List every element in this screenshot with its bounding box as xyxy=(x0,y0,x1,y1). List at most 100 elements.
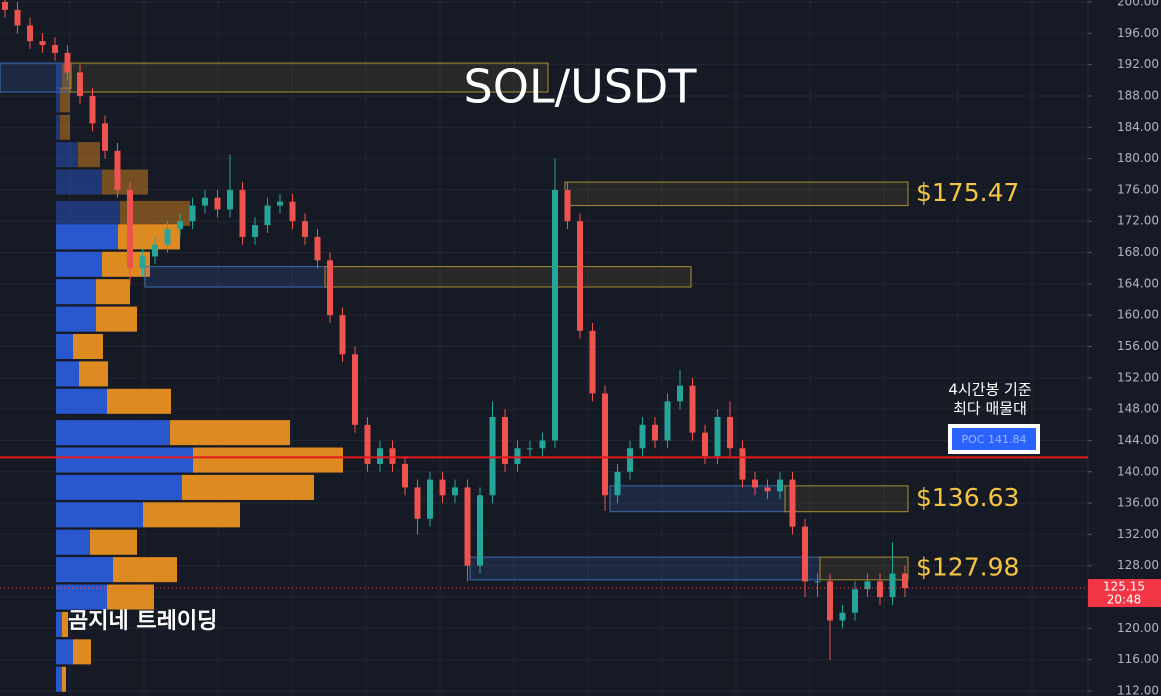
candle-body xyxy=(764,487,771,492)
candle-body xyxy=(602,393,608,496)
profile-sell xyxy=(193,447,343,473)
profile-buy xyxy=(56,447,193,473)
candle-body xyxy=(439,479,446,496)
candle-body xyxy=(77,72,83,96)
y-tick-label: 136.00 xyxy=(1117,496,1159,510)
candle-body xyxy=(839,612,846,621)
candle-body xyxy=(739,448,746,480)
profile-sell xyxy=(96,306,137,332)
candle-body xyxy=(477,495,483,566)
y-tick-label: 140.00 xyxy=(1117,464,1159,478)
candle-body xyxy=(64,52,71,73)
candle-body xyxy=(752,479,758,488)
candle-body xyxy=(427,479,433,519)
profile-sell xyxy=(96,279,130,305)
zone-gold xyxy=(324,266,692,288)
candle-body xyxy=(827,581,833,621)
profile-buy xyxy=(56,333,73,360)
profile-sell xyxy=(170,420,290,446)
candle-body xyxy=(889,573,896,598)
candle-body xyxy=(414,487,421,519)
candle-body xyxy=(277,201,283,206)
candle-body xyxy=(239,189,246,237)
candle-body xyxy=(864,581,871,590)
y-tick-label: 160.00 xyxy=(1117,308,1159,322)
zone-blue xyxy=(609,485,786,513)
volume-profile xyxy=(56,63,343,692)
candle-body xyxy=(802,526,808,582)
candle-body xyxy=(452,487,458,496)
y-tick-label: 132.00 xyxy=(1117,527,1159,541)
zone-blue xyxy=(469,556,821,581)
profile-buy xyxy=(56,666,62,692)
profile-buy xyxy=(56,142,78,168)
candle-body xyxy=(702,432,708,457)
candle-body xyxy=(364,424,371,464)
y-tick-label: 176.00 xyxy=(1117,182,1159,196)
candle-body xyxy=(614,471,621,496)
candle-body xyxy=(639,424,646,449)
poc-note: 4시간봉 기준 xyxy=(948,381,1032,399)
profile-sell xyxy=(73,333,103,360)
candle-body xyxy=(14,9,21,26)
candle-body xyxy=(789,479,796,527)
y-tick-label: 120.00 xyxy=(1117,621,1159,635)
y-tick-label: 156.00 xyxy=(1117,339,1159,353)
candle-body xyxy=(577,221,583,331)
poc-label: POC 141.84 xyxy=(962,433,1027,446)
zone-blue xyxy=(0,62,71,93)
candle-body xyxy=(214,197,221,210)
profile-buy xyxy=(56,87,60,113)
candle-body xyxy=(39,41,46,46)
profile-buy xyxy=(56,502,143,528)
y-tick-label: 148.00 xyxy=(1117,402,1159,416)
candle-body xyxy=(352,354,358,425)
profile-buy xyxy=(56,420,170,446)
candle-body xyxy=(189,205,196,222)
profile-buy xyxy=(56,361,79,387)
candle-body xyxy=(102,123,108,151)
y-tick-label: 152.00 xyxy=(1117,370,1159,384)
candle-body xyxy=(814,581,821,583)
y-tick-label: 164.00 xyxy=(1117,276,1159,290)
candle-body xyxy=(714,416,721,457)
chart-title: SOL/USDT xyxy=(464,60,698,114)
candle-body xyxy=(227,189,233,210)
candle-body xyxy=(502,416,508,464)
zone-gold xyxy=(784,485,909,513)
profile-buy xyxy=(56,200,120,226)
profile-sell xyxy=(143,502,240,528)
y-tick-label: 144.00 xyxy=(1117,433,1159,447)
watermark: 곰지네 트레이딩 xyxy=(68,609,217,634)
candle-body xyxy=(177,221,183,230)
profile-sell xyxy=(182,474,314,500)
candle-body xyxy=(339,315,346,355)
candle-body xyxy=(852,589,858,613)
candle-body xyxy=(152,244,158,257)
profile-buy xyxy=(56,306,96,332)
candle-body xyxy=(552,189,558,441)
candle-body xyxy=(539,440,546,449)
profile-sell xyxy=(107,388,171,414)
profile-buy xyxy=(56,63,62,89)
candle-body xyxy=(302,221,308,237)
candle-body xyxy=(652,424,658,441)
candle-body xyxy=(489,416,496,496)
y-tick-label: 128.00 xyxy=(1117,558,1159,572)
profile-buy xyxy=(56,279,96,305)
zone-gold xyxy=(564,181,909,207)
profile-buy xyxy=(56,474,182,500)
profile-sell xyxy=(60,87,70,113)
candle-body xyxy=(589,330,596,394)
candle-body xyxy=(202,197,208,206)
candle-body xyxy=(127,189,133,269)
zone-label: $127.98 xyxy=(916,552,1019,581)
candle-body xyxy=(902,573,908,589)
y-tick-label: 180.00 xyxy=(1117,151,1159,165)
poc-box xyxy=(952,428,1036,450)
candle-body xyxy=(627,448,633,472)
candle-body xyxy=(464,487,471,566)
profile-buy xyxy=(56,114,60,140)
candle-body xyxy=(877,581,883,598)
profile-buy xyxy=(56,639,73,665)
